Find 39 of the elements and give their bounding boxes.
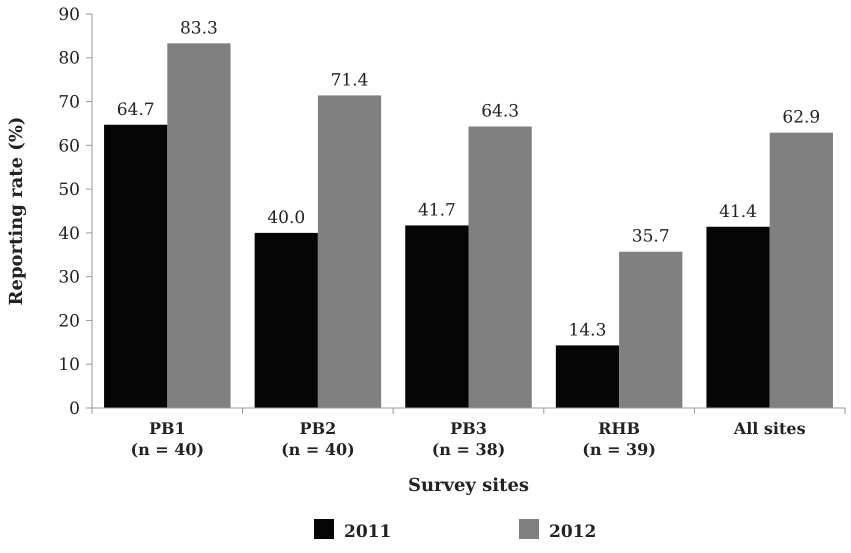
bar [104, 124, 168, 408]
x-tick-label: PB3 (n = 38) [432, 419, 506, 459]
x-tick-label: RHB (n = 39) [582, 419, 656, 459]
bar [318, 95, 382, 408]
data-label: 35.7 [632, 226, 670, 247]
bar [405, 225, 468, 408]
y-tick-label: 80 [58, 48, 80, 69]
x-tick-label: All sites [732, 419, 806, 438]
y-tick-label: 0 [69, 398, 80, 419]
bar [167, 43, 231, 408]
x-axis-title: Survey sites [408, 475, 530, 496]
y-axis-title: Reporting rate (%) [6, 116, 27, 306]
legend-label: 2011 [344, 522, 392, 542]
y-tick-label: 10 [58, 355, 80, 376]
data-label: 64.7 [116, 100, 155, 120]
bar [468, 126, 532, 408]
data-label: 83.3 [180, 18, 218, 38]
bar [556, 345, 620, 408]
x-tick-label: PB1 (n = 40) [130, 419, 204, 459]
y-tick-label: 70 [58, 92, 80, 113]
data-label: 64.3 [481, 102, 520, 122]
legend-label: 2012 [549, 522, 596, 542]
bar [706, 226, 770, 408]
data-label: 14.3 [568, 320, 606, 340]
bar [770, 132, 833, 408]
data-label: 41.4 [719, 202, 758, 222]
bar [254, 232, 318, 408]
y-tick-label: 50 [58, 180, 80, 200]
y-tick-label: 20 [58, 311, 80, 332]
data-label: 40.0 [267, 208, 306, 228]
x-tick-label: PB2 (n = 40) [281, 419, 355, 459]
y-tick-label: 60 [58, 136, 80, 156]
data-label: 71.4 [330, 70, 368, 90]
y-tick-label: 40 [58, 224, 80, 244]
data-label: 62.9 [782, 108, 820, 128]
bar [619, 252, 682, 408]
y-tick-label: 90 [58, 4, 80, 25]
y-tick-label: 30 [58, 268, 80, 288]
data-label: 41.7 [418, 200, 456, 220]
